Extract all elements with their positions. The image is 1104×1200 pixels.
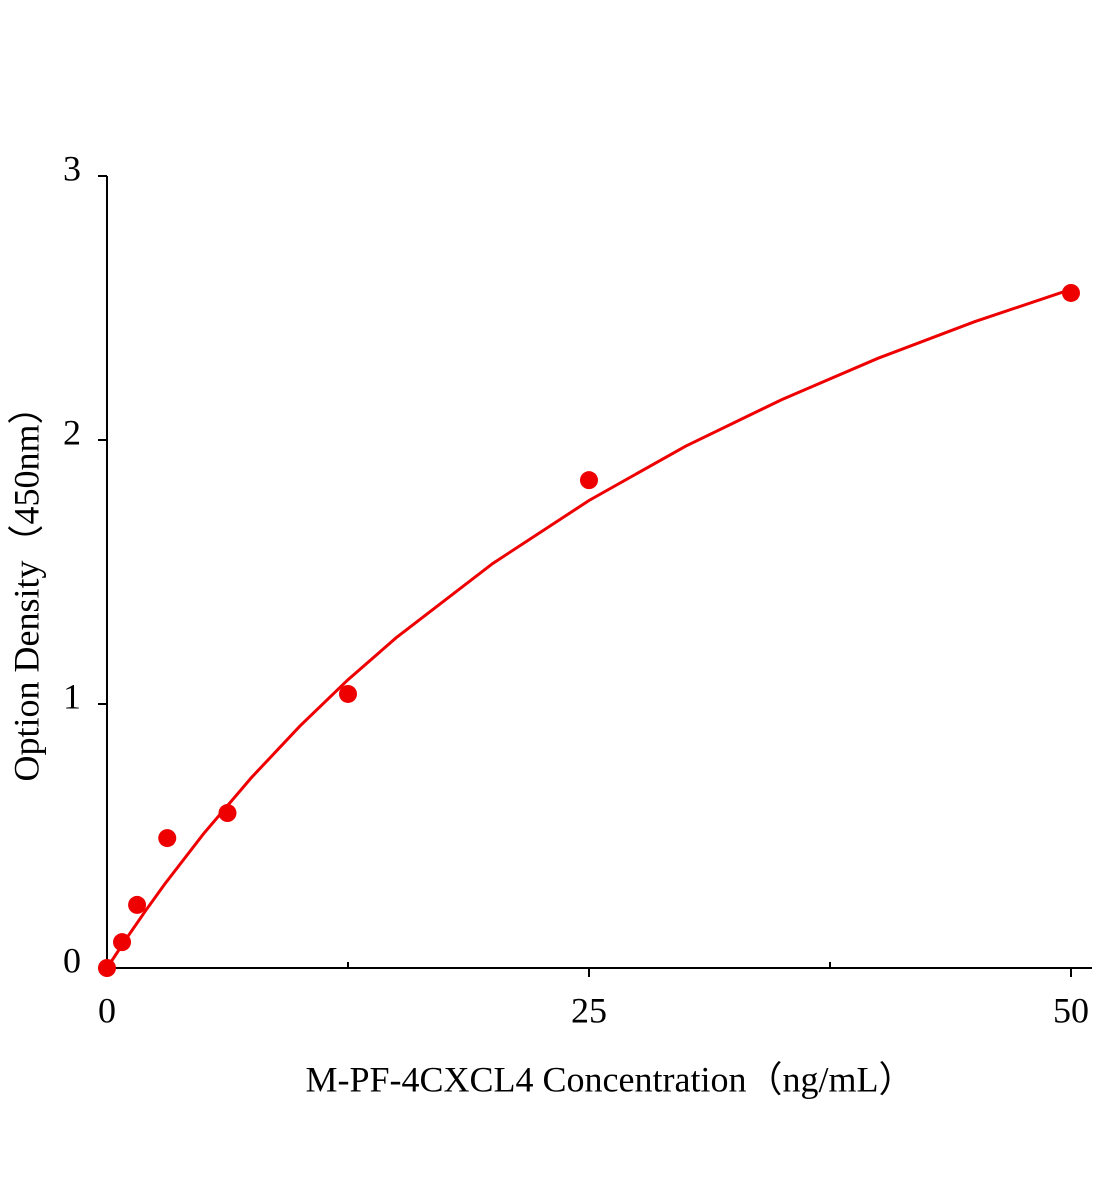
y-tick-label: 0 xyxy=(63,940,81,980)
fit-curve xyxy=(105,287,1072,969)
x-axis-title: M-PF-4CXCL4 Concentration（ng/mL） xyxy=(306,1059,915,1099)
data-point xyxy=(158,829,177,848)
data-point xyxy=(579,471,598,490)
y-axis-title: Option Density（450nm） xyxy=(6,389,46,782)
x-tick-label: 0 xyxy=(98,990,116,1030)
y-tick-label: 3 xyxy=(63,148,81,188)
y-tick-label: 2 xyxy=(63,412,81,452)
data-point xyxy=(98,959,116,977)
data-point xyxy=(338,684,357,703)
x-tick-label: 25 xyxy=(571,990,607,1030)
data-point xyxy=(218,804,237,823)
x-tick-label: 50 xyxy=(1053,990,1089,1030)
data-point xyxy=(1061,283,1080,302)
data-point xyxy=(128,895,147,914)
data-point xyxy=(113,933,132,952)
y-tick-label: 1 xyxy=(63,676,81,716)
